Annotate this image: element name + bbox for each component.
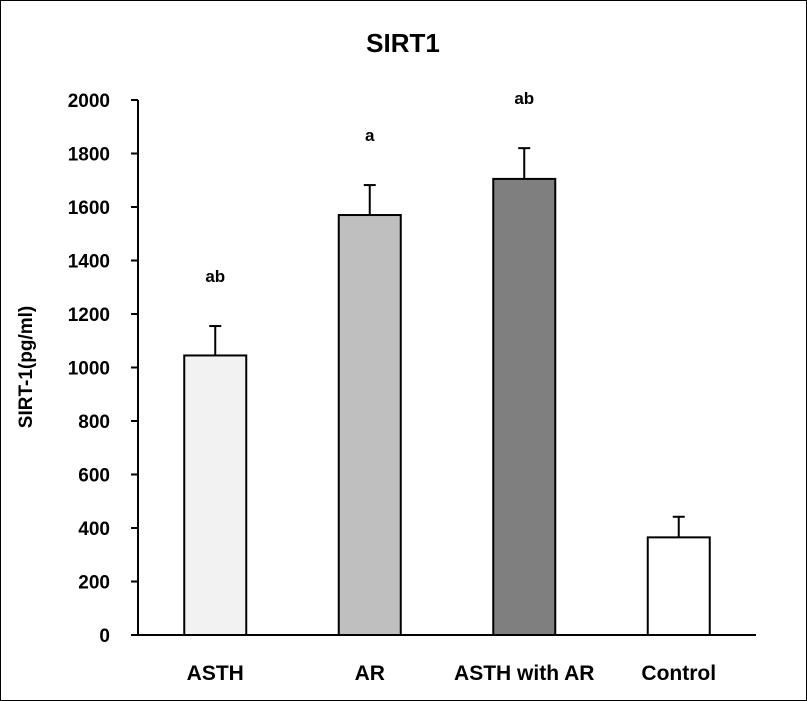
bar	[183, 354, 248, 636]
x-category-label: ASTH	[187, 662, 244, 685]
y-tick-label: 1000	[68, 359, 110, 380]
y-tick-label: 600	[78, 466, 110, 487]
y-tick-label: 1200	[68, 305, 110, 326]
x-category-label: AR	[355, 662, 385, 685]
significance-labels: ab a ab	[205, 89, 534, 286]
significance-label: ab	[514, 89, 534, 108]
bar	[646, 536, 711, 636]
significance-label: a	[365, 126, 375, 145]
y-tick-label: 0	[99, 626, 110, 647]
y-tick-label: 400	[78, 519, 110, 540]
y-tick-label: 2000	[68, 91, 110, 112]
x-category-label: Control	[641, 662, 716, 685]
y-tick-label: 200	[78, 573, 110, 594]
y-tick-label: 1400	[68, 252, 110, 273]
bars	[183, 177, 711, 636]
bar	[337, 214, 402, 636]
x-axis: ASTH AR ASTH with AR Control	[138, 634, 756, 685]
y-tick-label: 1800	[68, 145, 110, 166]
y-tick-label: 800	[78, 412, 110, 433]
y-axis: 0 200 400 600 800 1000 1200 1400 1600 1800 2000	[68, 91, 139, 647]
bar	[492, 177, 557, 636]
x-category-label: ASTH with AR	[454, 662, 594, 685]
significance-label: ab	[205, 267, 225, 286]
chart-title: SIRT1	[366, 28, 440, 58]
error-bars	[209, 147, 685, 538]
y-tick-label: 1600	[68, 198, 110, 219]
y-axis-label: SIRT-1(pg/ml)	[16, 306, 37, 428]
